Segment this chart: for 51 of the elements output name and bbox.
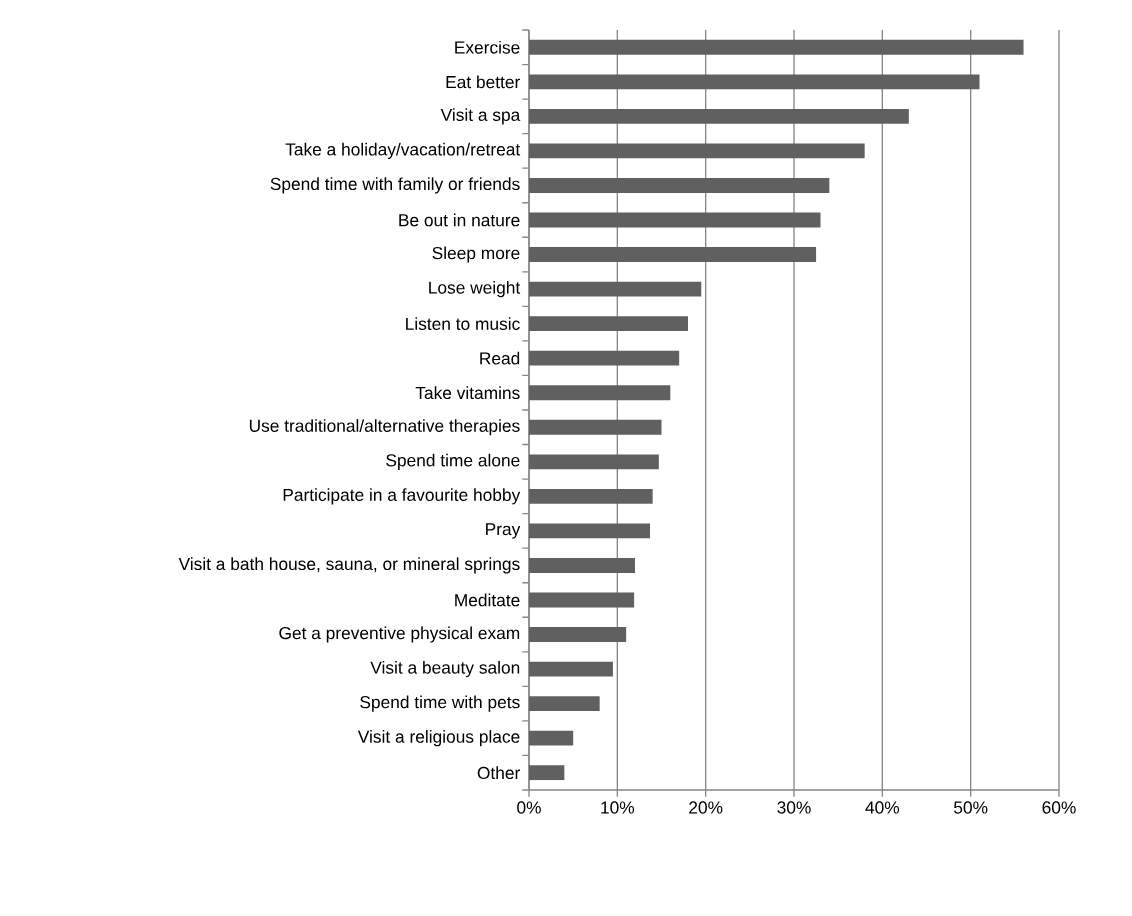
bar bbox=[529, 350, 680, 366]
bar bbox=[529, 523, 651, 539]
y-tick-label: Sleep more bbox=[432, 246, 520, 263]
x-tick-label: 0% bbox=[517, 801, 541, 814]
y-tick-label: Meditate bbox=[455, 593, 520, 607]
y-tick-label: Lose weight bbox=[429, 281, 521, 298]
y-tick-label: Use traditional/alternative therapies bbox=[249, 419, 520, 436]
y-tick-label: Visit a religious place bbox=[357, 730, 520, 747]
y-tick-label: Listen to music bbox=[406, 317, 520, 330]
bar bbox=[529, 316, 688, 332]
x-tick-label: 60% bbox=[1042, 801, 1076, 814]
bar bbox=[529, 661, 613, 677]
x-tick-label: 30% bbox=[777, 801, 811, 814]
y-tick-label: Visit a spa bbox=[440, 108, 521, 125]
y-tick-label: Be out in nature bbox=[399, 213, 520, 227]
bar bbox=[529, 696, 600, 712]
bar bbox=[529, 247, 817, 262]
bar bbox=[529, 281, 702, 297]
y-tick-label: Read bbox=[480, 351, 520, 365]
bar bbox=[529, 419, 662, 435]
bar bbox=[529, 108, 909, 124]
bar bbox=[529, 143, 865, 159]
bar bbox=[529, 454, 659, 470]
bar bbox=[529, 74, 980, 90]
x-tick-label: 40% bbox=[865, 801, 900, 814]
y-tick-label: Visit a bath house, sauna, or mineral springs bbox=[178, 557, 520, 574]
x-tick-label: 50% bbox=[954, 801, 988, 814]
bar bbox=[529, 212, 821, 228]
bar bbox=[529, 765, 565, 781]
y-tick-label: Eat better bbox=[446, 75, 520, 89]
bar bbox=[529, 592, 635, 608]
y-tick-label: Spend time with family or friends bbox=[270, 177, 520, 194]
y-tick-label: Take vitamins bbox=[415, 386, 520, 400]
x-tick-label: 20% bbox=[689, 801, 723, 814]
bar bbox=[529, 39, 1024, 55]
y-tick-label: Exercise bbox=[455, 40, 520, 54]
x-tick-label: 10% bbox=[601, 801, 635, 814]
y-tick-label: Spend time alone bbox=[386, 453, 520, 470]
y-tick-label: Visit a beauty salon bbox=[370, 661, 520, 678]
bar bbox=[529, 385, 671, 401]
y-tick-label: Participate in a favourite hobby bbox=[283, 488, 521, 505]
y-tick-label: Pray bbox=[486, 523, 521, 539]
bar bbox=[529, 730, 574, 746]
y-tick-label: Take a holiday/vacation/retreat bbox=[285, 142, 521, 159]
y-tick-label: Other bbox=[477, 766, 520, 780]
y-tick-label: Get a preventive physical exam bbox=[279, 626, 520, 643]
bar bbox=[529, 558, 635, 573]
y-tick-label: Spend time with pets bbox=[360, 695, 520, 712]
bar bbox=[529, 488, 653, 504]
bar bbox=[529, 178, 830, 193]
bar bbox=[529, 627, 627, 642]
